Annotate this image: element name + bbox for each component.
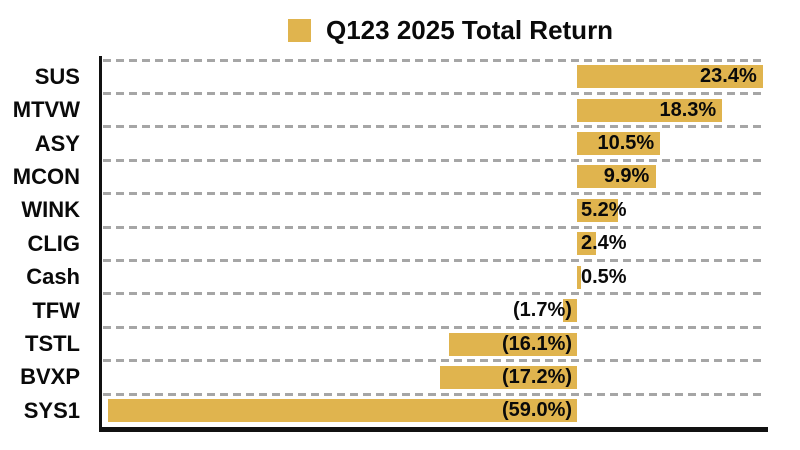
gridline (103, 359, 765, 363)
bar (577, 232, 597, 256)
bar (577, 132, 661, 156)
value-label: 18.3% (659, 98, 717, 121)
gridline (103, 225, 765, 229)
value-label: (59.0%) (502, 399, 573, 422)
category-label: BVXP (20, 364, 80, 390)
bar (107, 399, 577, 423)
gridline (103, 91, 765, 95)
value-label: 9.9% (603, 165, 650, 188)
category-label: ASY (34, 130, 80, 156)
bar (577, 98, 723, 122)
value-label: (17.2%) (502, 365, 573, 388)
category-label: SYS1 (23, 397, 80, 423)
category-label: TSTL (25, 331, 80, 357)
category-label: MCON (12, 163, 80, 189)
bar (577, 198, 619, 222)
chart-header: Q123 2025 Total Return (288, 15, 614, 45)
x-axis-line (99, 427, 768, 432)
value-label: 0.5% (581, 265, 627, 288)
bar (577, 265, 581, 289)
gridline (103, 192, 765, 196)
bar (577, 65, 764, 89)
category-label: WINK (21, 197, 80, 223)
chart-title: Q123 2025 Total Return (326, 15, 614, 45)
gridline (103, 58, 765, 62)
bar (577, 165, 656, 189)
category-label: Cash (26, 264, 80, 290)
value-label: (1.7%) (513, 299, 572, 322)
gridline (103, 125, 765, 129)
gridline (103, 292, 765, 296)
gridline (103, 392, 765, 396)
gridline (103, 325, 765, 329)
gridline (103, 158, 765, 162)
value-label: 23.4% (700, 65, 757, 88)
bar (449, 332, 577, 356)
y-axis-line (99, 56, 102, 432)
category-label: MTVW (12, 97, 80, 123)
value-label: 10.5% (597, 132, 655, 155)
legend-swatch-icon (288, 19, 311, 42)
bar (563, 299, 577, 323)
category-label: CLIG (27, 230, 80, 256)
value-label: 2.4% (581, 232, 627, 255)
category-label: SUS (34, 63, 80, 89)
value-label: 5.2% (581, 198, 627, 221)
bar (440, 365, 577, 389)
category-label: TFW (32, 297, 80, 323)
value-label: (16.1%) (502, 332, 573, 355)
gridline (103, 259, 765, 263)
